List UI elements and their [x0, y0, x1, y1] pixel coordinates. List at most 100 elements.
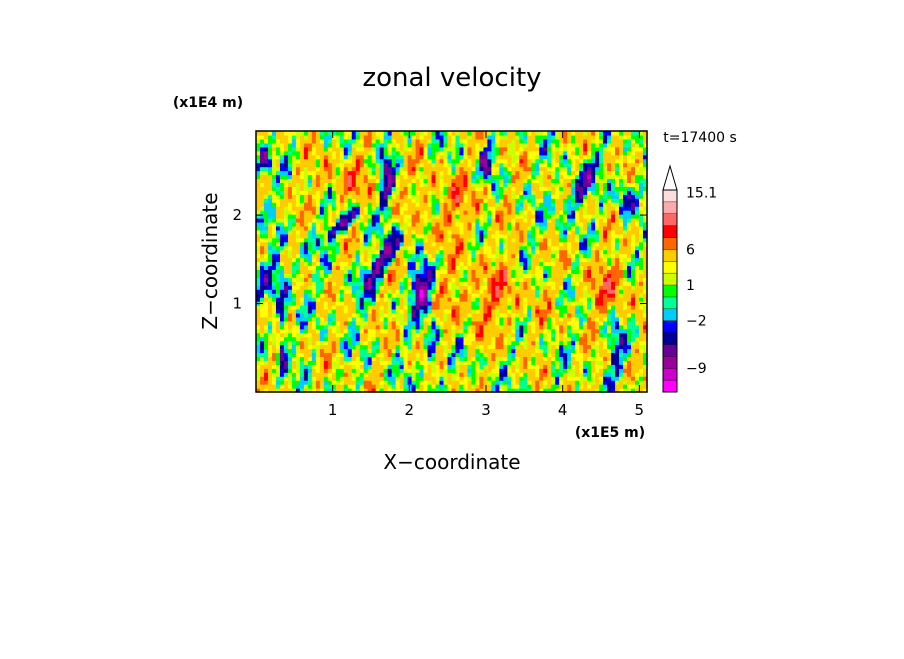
field-cell	[531, 312, 536, 318]
field-cell	[567, 376, 572, 381]
field-cell	[371, 261, 377, 267]
field-cell	[459, 210, 465, 215]
field-cell	[303, 332, 309, 338]
field-cell	[511, 316, 516, 322]
field-cell	[475, 198, 481, 203]
field-cell	[347, 245, 353, 251]
field-cell	[263, 273, 269, 278]
field-cell	[615, 376, 620, 381]
field-cell	[367, 364, 373, 369]
field-cell	[531, 277, 536, 282]
field-cell	[599, 289, 604, 294]
field-cell	[459, 368, 465, 373]
field-cell	[459, 293, 465, 298]
field-cell	[531, 380, 536, 385]
field-cell	[583, 229, 588, 235]
field-cell	[587, 241, 592, 247]
field-cell	[295, 261, 301, 267]
field-cell	[359, 308, 365, 314]
field-cell	[527, 289, 532, 294]
field-cell	[627, 289, 632, 294]
field-cell	[287, 388, 293, 393]
field-cell	[603, 348, 608, 354]
field-cell	[299, 241, 305, 247]
field-cell	[543, 368, 548, 373]
field-cell	[323, 265, 329, 270]
field-cell	[307, 324, 313, 330]
field-cell	[471, 293, 477, 298]
field-cell	[539, 320, 544, 326]
field-cell	[303, 269, 309, 274]
field-cell	[551, 245, 556, 251]
field-cell	[315, 202, 321, 207]
field-cell	[256, 344, 261, 350]
field-cell	[439, 328, 445, 334]
field-cell	[539, 273, 544, 278]
field-cell	[347, 218, 353, 223]
field-cell	[311, 356, 317, 361]
field-cell	[527, 233, 532, 239]
field-cell	[615, 237, 620, 243]
field-cell	[611, 229, 616, 235]
field-cell	[531, 364, 536, 369]
field-cell	[271, 289, 277, 294]
field-cell	[339, 285, 345, 290]
field-cell	[459, 352, 465, 357]
field-cell	[363, 336, 369, 342]
field-cell	[315, 229, 321, 235]
field-cell	[403, 297, 409, 302]
field-cell	[595, 281, 600, 286]
field-cell	[291, 328, 297, 334]
field-cell	[611, 352, 616, 357]
field-cell	[451, 273, 457, 278]
field-cell	[263, 261, 269, 267]
field-cell	[303, 237, 309, 243]
field-cell	[256, 336, 261, 342]
field-cell	[475, 372, 481, 377]
field-cell	[491, 241, 496, 247]
field-cell	[507, 257, 512, 263]
field-cell	[487, 312, 492, 318]
field-cell	[423, 210, 429, 215]
field-cell	[327, 214, 333, 219]
field-cell	[643, 320, 648, 326]
field-cell	[311, 190, 317, 195]
field-cell	[579, 253, 584, 259]
field-cell	[443, 241, 449, 247]
field-cell	[355, 281, 361, 286]
field-cell	[415, 281, 421, 286]
field-cell	[391, 194, 397, 199]
field-cell	[327, 376, 333, 381]
field-cell	[371, 384, 377, 389]
field-cell	[607, 305, 612, 310]
field-cell	[447, 372, 453, 377]
field-cell	[343, 324, 349, 330]
field-cell	[643, 340, 648, 346]
field-cell	[435, 241, 441, 247]
field-cell	[575, 273, 580, 278]
field-cell	[595, 348, 600, 354]
field-cell	[407, 218, 413, 223]
field-cell	[455, 368, 461, 373]
field-cell	[507, 324, 512, 330]
x-unit-label: (x1E5 m)	[575, 425, 645, 441]
field-cell	[643, 348, 648, 354]
field-cell	[579, 257, 584, 263]
field-cell	[319, 257, 325, 263]
field-cell	[531, 352, 536, 357]
field-cell	[411, 237, 417, 243]
field-cell	[571, 376, 576, 381]
field-cell	[607, 194, 612, 199]
field-cell	[499, 225, 504, 231]
field-cell	[619, 265, 624, 270]
field-cell	[343, 273, 349, 278]
field-cell	[303, 202, 309, 207]
field-cell	[515, 241, 520, 247]
field-cell	[319, 273, 325, 278]
field-cell	[431, 336, 437, 342]
field-cell	[571, 281, 576, 286]
field-cell	[639, 289, 644, 294]
field-cell	[311, 305, 317, 310]
field-cell	[319, 324, 325, 330]
field-cell	[383, 277, 389, 282]
